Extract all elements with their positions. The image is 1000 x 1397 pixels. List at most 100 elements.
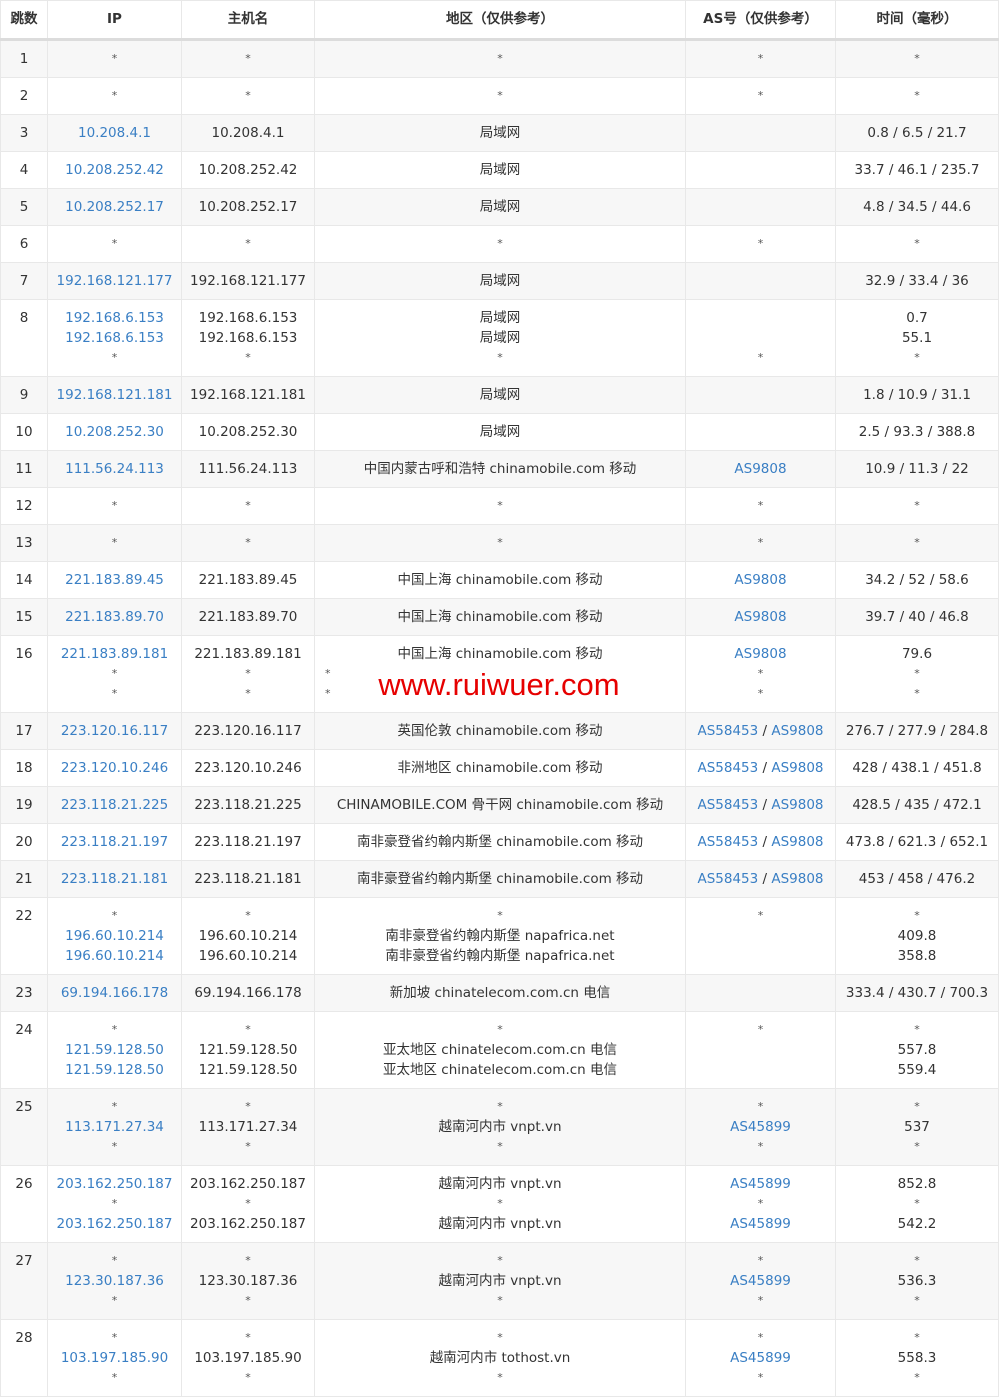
host-timeout: * [245,52,251,65]
as-link[interactable]: AS45899 [730,1216,791,1232]
region-timeout: * [497,909,503,922]
ip-link[interactable]: 121.59.128.50 [65,1042,164,1058]
region-cell: 局域网 [314,262,686,300]
region-cell: * 越南河内市 vnpt.vn * [314,1242,686,1320]
time-timeout: * [914,89,920,102]
host-line: 221.183.89.45 [198,572,298,588]
time-timeout: * [914,1100,920,1113]
ip-timeout: * [111,909,118,922]
ip-link[interactable]: 121.59.128.50 [65,1062,164,1078]
ip-link[interactable]: 196.60.10.214 [65,948,164,964]
as-link[interactable]: AS9808 [734,646,787,662]
ip-cell: 203.162.250.187 * 203.162.250.187 [47,1165,182,1243]
as-timeout: * [757,1197,764,1210]
ip-cell: * [47,77,182,115]
as-link[interactable]: AS45899 [730,1176,791,1192]
time-cell: 333.4 / 430.7 / 700.3 [835,974,999,1012]
ip-cell: 223.118.21.197 [47,823,182,861]
time-cell: * [835,77,999,115]
as-cell [685,151,836,189]
as-link[interactable]: AS9808 [734,461,787,477]
hop-cell: 8 [0,299,48,377]
as-cell: AS58453 / AS9808 [685,749,836,787]
as-link[interactable]: AS9808 [734,609,787,625]
ip-link[interactable]: 10.208.4.1 [78,125,151,141]
ip-link[interactable]: 223.120.16.117 [60,723,169,739]
as-link[interactable]: AS58453 [697,797,759,813]
as-cell: AS9808 * * [685,635,836,713]
ip-link[interactable]: 192.168.6.153 [65,310,164,326]
as-line [688,271,833,291]
ip-link[interactable]: 111.56.24.113 [65,461,164,477]
as-link[interactable]: AS9808 [771,797,824,813]
time-cell: 453 / 458 / 476.2 [835,860,999,898]
as-cell [685,188,836,226]
as-line: AS9808 [688,644,833,664]
ip-link[interactable]: 10.208.252.30 [65,424,164,440]
region-timeout: * [497,52,503,65]
as-link[interactable]: AS9808 [771,834,824,850]
ip-link[interactable]: 10.208.252.17 [65,199,164,215]
ip-link[interactable]: 221.183.89.181 [60,646,169,662]
host-timeout: * [245,667,251,680]
time-cell: * [835,487,999,525]
ip-link[interactable]: 192.168.121.181 [56,387,173,403]
ip-link[interactable]: 10.208.252.42 [65,162,164,178]
ip-link[interactable]: 123.30.187.36 [65,1273,164,1289]
ip-link[interactable]: 221.183.89.45 [65,572,164,588]
region-line: 新加坡 chinatelecom.com.cn 电信 [389,985,611,1001]
ip-timeout: * [111,687,118,700]
time-line: 409.8 [897,928,937,944]
ip-link[interactable]: 192.168.6.153 [65,330,164,346]
host-line: 223.118.21.197 [194,834,302,850]
host-cell: * [181,487,315,525]
time-line: 852.8 [897,1176,937,1192]
as-link[interactable]: AS58453 [697,834,759,850]
region-cell: 局域网 [314,114,686,152]
region-line: 中国上海 chinamobile.com 移动 [397,646,603,662]
ip-link[interactable]: 223.118.21.181 [60,871,169,887]
ip-link[interactable]: 113.171.27.34 [65,1119,164,1135]
as-link[interactable]: AS9808 [771,723,824,739]
ip-cell: * [47,487,182,525]
ip-link[interactable]: 221.183.89.70 [65,609,164,625]
ip-link[interactable]: 223.118.21.197 [60,834,169,850]
ip-link[interactable]: 223.118.21.225 [60,797,169,813]
ip-link[interactable]: 196.60.10.214 [65,928,164,944]
host-cell: 223.120.16.117 [181,712,315,750]
as-link[interactable]: AS58453 [697,723,759,739]
as-cell [685,974,836,1012]
time-cell: 79.6 * * [835,635,999,713]
ip-link[interactable]: 103.197.185.90 [60,1350,169,1366]
region-line: 英国伦敦 chinamobile.com 移动 [397,723,603,739]
as-timeout: * [757,667,764,680]
host-cell: * [181,225,315,263]
region-line: 中国上海 chinamobile.com 移动 [397,572,603,588]
host-timeout: * [245,1100,251,1113]
host-timeout: * [245,1294,251,1307]
time-timeout: * [914,536,920,549]
ip-link[interactable]: 203.162.250.187 [56,1216,173,1232]
as-link[interactable]: AS45899 [730,1119,791,1135]
time-cell: * 409.8 358.8 [835,897,999,975]
as-timeout: * [757,351,764,364]
host-line: 221.183.89.181 [194,646,302,662]
ip-link[interactable]: 192.168.121.177 [56,273,173,289]
as-line [688,308,833,328]
as-link[interactable]: AS9808 [734,572,787,588]
as-link[interactable]: AS58453 [697,760,759,776]
as-link[interactable]: AS9808 [771,760,824,776]
ip-link[interactable]: 223.120.10.246 [60,760,169,776]
as-link[interactable]: AS45899 [730,1273,791,1289]
as-link[interactable]: AS9808 [771,871,824,887]
region-cell: 南非豪登省约翰内斯堡 chinamobile.com 移动 [314,860,686,898]
as-link[interactable]: AS58453 [697,871,759,887]
ip-link[interactable]: 203.162.250.187 [56,1176,173,1192]
region-line: 局域网 [479,273,521,289]
region-timeout: * [497,1294,503,1307]
region-cell: 局域网 [314,376,686,414]
as-line: AS9808 [688,607,833,627]
as-link[interactable]: AS45899 [730,1350,791,1366]
ip-link[interactable]: 69.194.166.178 [60,985,169,1001]
region-line: 越南河内市 vnpt.vn [438,1273,562,1289]
